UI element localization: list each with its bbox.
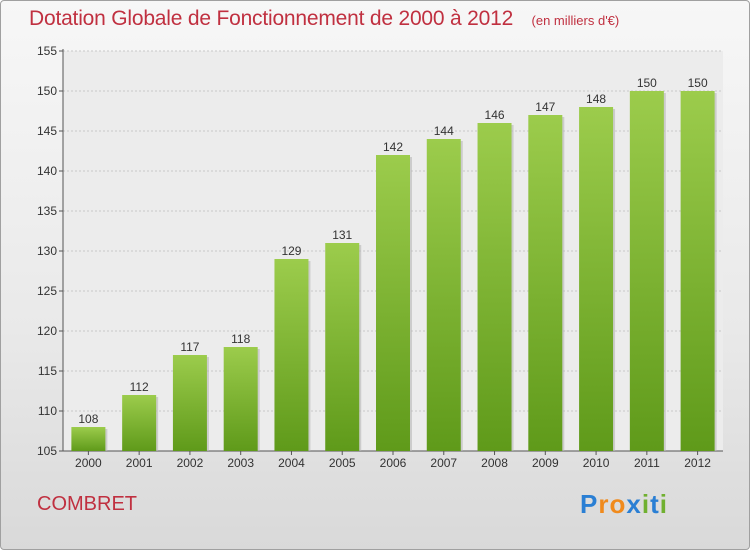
x-tick-label: 2006 (380, 456, 407, 470)
x-tick-label: 2010 (583, 456, 610, 470)
bar-value-label: 129 (281, 244, 301, 258)
bar (528, 115, 563, 451)
y-tick-label: 155 (37, 44, 57, 58)
chart-subtitle: (en milliers d'€) (531, 13, 620, 28)
x-tick-label: 2004 (278, 456, 305, 470)
bar-value-label: 117 (180, 340, 199, 354)
bar (122, 395, 157, 451)
logo-letter: i (659, 489, 668, 519)
logo-letter: i (641, 489, 651, 519)
bar-value-label: 108 (78, 412, 98, 426)
logo-letter: t (650, 489, 660, 519)
bar-value-label: 150 (688, 76, 708, 90)
x-tick-label: 2007 (430, 456, 457, 470)
bar-value-label: 144 (434, 124, 454, 138)
bar (325, 243, 360, 451)
bar-value-label: 131 (332, 228, 352, 242)
x-tick-label: 2002 (177, 456, 204, 470)
logo-letter: r (598, 489, 610, 519)
bar (680, 91, 715, 451)
bar (477, 123, 512, 451)
x-tick-label: 2003 (227, 456, 254, 470)
logo-letter: P (580, 489, 599, 519)
x-tick-label: 2008 (481, 456, 508, 470)
chart-title: Dotation Globale de Fonctionnement de 20… (29, 7, 514, 30)
bar (223, 347, 258, 451)
title-row: Dotation Globale de Fonctionnement de 20… (29, 7, 619, 31)
bar (629, 91, 664, 451)
bar-value-label: 142 (383, 140, 403, 154)
x-tick-label: 2001 (126, 456, 153, 470)
bar (71, 427, 106, 451)
y-tick-label: 120 (37, 324, 57, 338)
bar (579, 107, 614, 451)
y-tick-label: 150 (37, 84, 57, 98)
x-tick-label: 2011 (634, 456, 660, 470)
bar-value-label: 112 (130, 380, 149, 394)
logo-letter: x (626, 489, 642, 519)
x-tick-label: 2009 (532, 456, 559, 470)
bar (172, 355, 207, 451)
x-tick-label: 2000 (75, 456, 102, 470)
bar (376, 155, 410, 451)
y-tick-label: 145 (37, 124, 57, 138)
bar-value-label: 146 (485, 108, 505, 122)
y-tick-label: 140 (37, 164, 57, 178)
y-tick-label: 115 (38, 364, 57, 378)
logo-letter: o (609, 489, 627, 519)
y-tick-label: 105 (37, 444, 57, 458)
x-tick-label: 2012 (684, 456, 711, 470)
x-tick-label: 2005 (329, 456, 356, 470)
y-tick-label: 135 (37, 204, 57, 218)
bar (426, 139, 461, 451)
commune-name: COMBRET (37, 493, 137, 515)
y-tick-label: 110 (38, 404, 57, 418)
bar-value-label: 118 (231, 332, 250, 346)
proxiti-logo: Proxiti (580, 489, 668, 520)
y-tick-label: 125 (37, 284, 57, 298)
bar (274, 259, 309, 451)
bar-value-label: 148 (586, 92, 606, 106)
bar-value-label: 147 (535, 100, 555, 114)
y-tick-label: 130 (37, 244, 57, 258)
bar-value-label: 150 (637, 76, 657, 90)
